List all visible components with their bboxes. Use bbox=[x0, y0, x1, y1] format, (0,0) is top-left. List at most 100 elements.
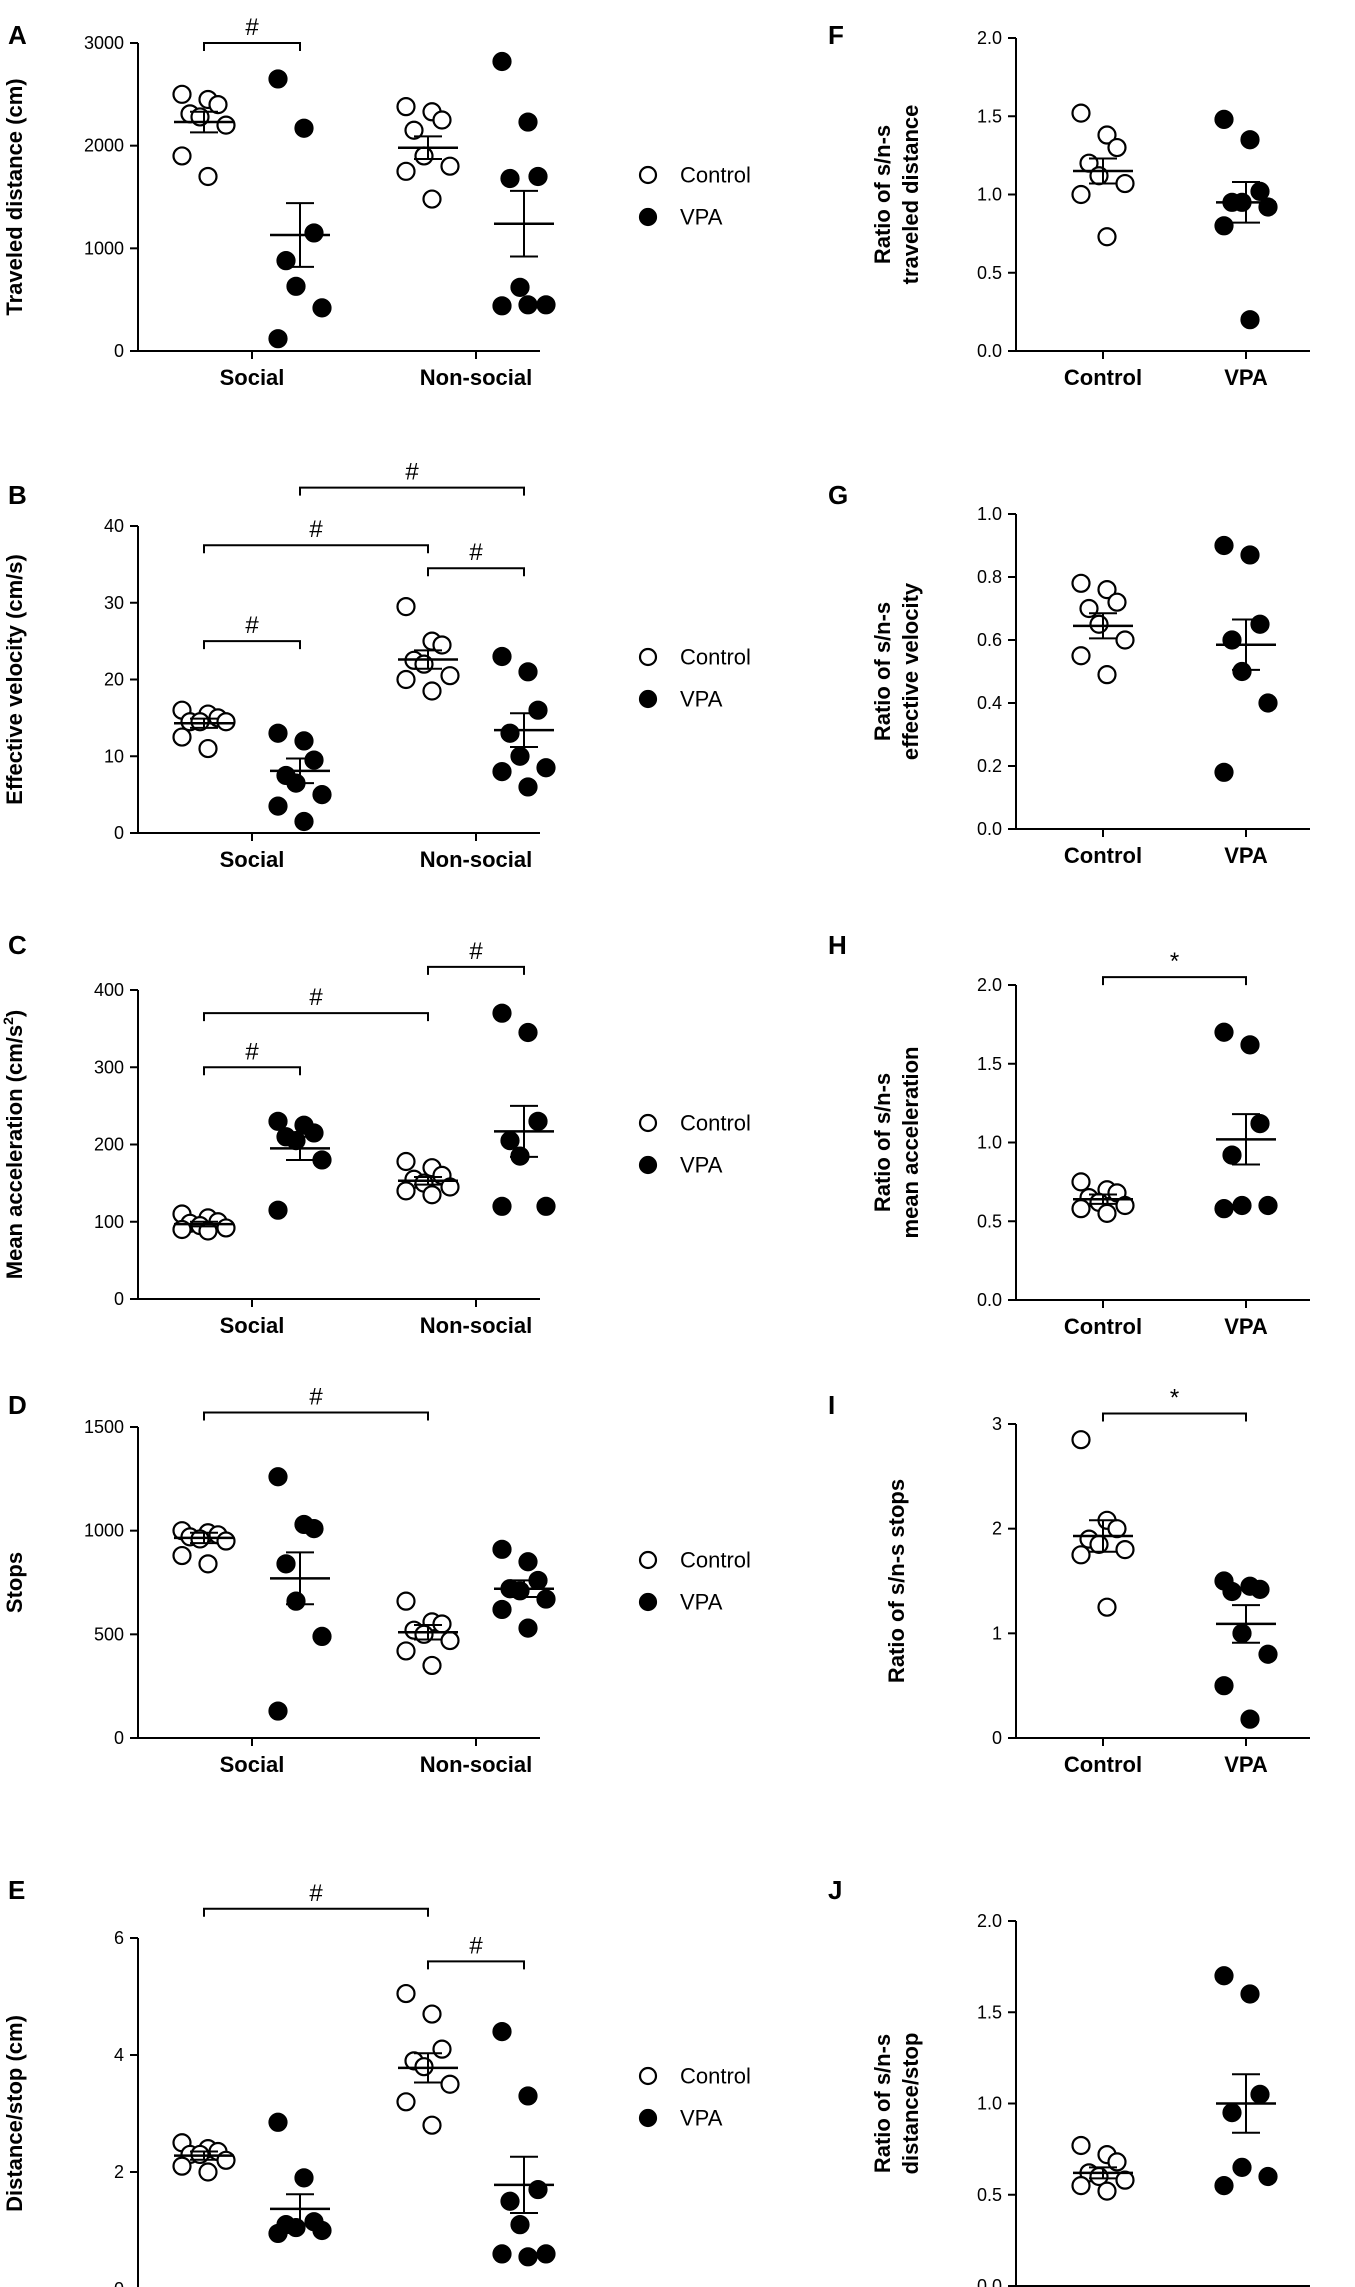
y-tick-label: 2 bbox=[114, 2162, 124, 2182]
vpa-data-point bbox=[1222, 1145, 1242, 1165]
panel-label-f: F bbox=[828, 20, 844, 50]
y-axis-label: Ratio of s/n-s bbox=[870, 602, 895, 741]
vpa-data-point bbox=[518, 1022, 538, 1043]
legend-vpa-marker bbox=[638, 689, 658, 709]
vpa-data-point bbox=[492, 646, 512, 667]
y-tick-label: 10 bbox=[104, 746, 124, 766]
y-axis-label: Mean acceleration (cm/s2) bbox=[0, 1010, 27, 1279]
vpa-data-point bbox=[1258, 1195, 1278, 1216]
vpa-data-point bbox=[1214, 535, 1234, 556]
y-tick-label: 1.5 bbox=[977, 106, 1002, 126]
y-tick-label: 0.5 bbox=[977, 2185, 1002, 2205]
control-data-point bbox=[396, 669, 416, 690]
control-data-point bbox=[216, 2150, 236, 2170]
vpa-data-point bbox=[294, 811, 314, 832]
control-data-point bbox=[216, 1531, 236, 1551]
control-data-point bbox=[198, 1554, 218, 1574]
control-data-point bbox=[1115, 1539, 1135, 1560]
control-data-point bbox=[396, 1181, 416, 1201]
y-tick-label: 1500 bbox=[84, 1417, 124, 1437]
legend-control-label: Control bbox=[680, 2064, 751, 2089]
control-data-point bbox=[1089, 614, 1109, 634]
vpa-data-point bbox=[492, 296, 512, 316]
vpa-data-point bbox=[1214, 1966, 1234, 1986]
control-data-point bbox=[1107, 137, 1127, 158]
vpa-data-point bbox=[268, 69, 288, 89]
y-tick-label: 0 bbox=[114, 823, 124, 843]
vpa-data-point bbox=[304, 750, 324, 770]
y-axis-label: Ratio of s/n-s stops bbox=[884, 1479, 909, 1683]
y-tick-label: 30 bbox=[104, 593, 124, 613]
y-tick-label: 0.0 bbox=[977, 1290, 1002, 1310]
x-category-label: VPA bbox=[1224, 843, 1268, 868]
control-data-point bbox=[1071, 646, 1091, 666]
y-tick-label: 0 bbox=[114, 2279, 124, 2287]
control-data-point bbox=[422, 1185, 442, 1205]
control-data-point bbox=[1107, 1519, 1127, 1539]
y-axis-label: mean acceleration bbox=[898, 1047, 923, 1239]
y-tick-label: 0.4 bbox=[977, 693, 1002, 713]
x-category-label: Non-social bbox=[420, 1752, 532, 1777]
significance-marker: # bbox=[469, 1932, 483, 1959]
y-tick-label: 0.0 bbox=[977, 2276, 1002, 2287]
control-data-point bbox=[172, 727, 192, 747]
control-data-point bbox=[1107, 592, 1127, 612]
panel-e: E0246SocialNon-socialDistance/stop (cm)#… bbox=[2, 1875, 751, 2287]
panel-label-h: H bbox=[828, 930, 847, 960]
significance-bracket bbox=[203, 1066, 301, 1076]
vpa-data-point bbox=[518, 1552, 538, 1572]
vpa-data-point bbox=[304, 1518, 324, 1539]
y-axis-label: distance/stop bbox=[898, 2033, 923, 2175]
vpa-data-point bbox=[492, 51, 512, 72]
significance-bracket bbox=[203, 640, 301, 650]
control-data-point bbox=[396, 1641, 416, 1661]
control-data-point bbox=[440, 666, 460, 686]
vpa-data-point bbox=[1214, 1022, 1234, 1042]
vpa-data-point bbox=[518, 295, 538, 315]
control-data-point bbox=[422, 681, 442, 701]
x-category-label: Non-social bbox=[420, 365, 532, 390]
significance-bracket bbox=[203, 42, 301, 51]
y-tick-label: 1000 bbox=[84, 238, 124, 258]
legend-control-marker bbox=[638, 165, 658, 185]
x-category-label: Control bbox=[1064, 1314, 1142, 1339]
vpa-data-point bbox=[510, 277, 530, 297]
control-data-point bbox=[1071, 2176, 1091, 2196]
control-data-point bbox=[440, 156, 460, 176]
vpa-data-point bbox=[268, 2112, 288, 2132]
vpa-data-point bbox=[1232, 1195, 1252, 1216]
panel-label-i: I bbox=[828, 1390, 835, 1420]
vpa-data-point bbox=[276, 1554, 296, 1574]
control-data-point bbox=[1089, 1534, 1109, 1554]
y-tick-label: 1.5 bbox=[977, 2002, 1002, 2022]
legend: Control VPA bbox=[638, 645, 751, 712]
x-category-label: Control bbox=[1064, 1752, 1142, 1777]
vpa-data-point bbox=[1250, 614, 1270, 634]
control-data-point bbox=[1097, 579, 1117, 600]
significance-marker: # bbox=[245, 1038, 259, 1065]
control-data-point bbox=[1079, 598, 1099, 619]
significance-marker: # bbox=[309, 984, 323, 1011]
legend: Control VPA bbox=[638, 1111, 751, 1178]
vpa-data-point bbox=[536, 1196, 556, 1216]
vpa-data-point bbox=[1258, 2166, 1278, 2187]
control-data-point bbox=[396, 596, 416, 617]
panel-g: G 0.0 0.2 0.4 0.6 0.8 1.0 Control VPA Ratio of s/… bbox=[828, 480, 1310, 868]
legend-vpa-marker bbox=[638, 1592, 658, 1612]
vpa-data-point bbox=[294, 118, 314, 138]
vpa-data-point bbox=[1240, 545, 1260, 565]
y-tick-label: 400 bbox=[94, 980, 124, 1000]
vpa-data-point bbox=[1232, 1623, 1252, 1643]
vpa-data-point bbox=[286, 2217, 306, 2238]
vpa-data-point bbox=[1214, 109, 1234, 129]
control-data-point bbox=[1097, 1203, 1117, 1223]
panel-label-d: D bbox=[8, 1390, 27, 1420]
panel-label-c: C bbox=[8, 930, 27, 960]
panel-h: H 0.0 0.5 1.0 1.5 2.0 Control VPA Ratio of s/n-s… bbox=[828, 930, 1310, 1339]
vpa-data-point bbox=[500, 723, 520, 743]
vpa-data-point bbox=[528, 2179, 548, 2200]
y-tick-label: 0 bbox=[114, 1289, 124, 1309]
y-tick-label: 4 bbox=[114, 2045, 124, 2065]
y-tick-label: 2 bbox=[992, 1519, 1002, 1539]
vpa-data-point bbox=[268, 1200, 288, 1220]
